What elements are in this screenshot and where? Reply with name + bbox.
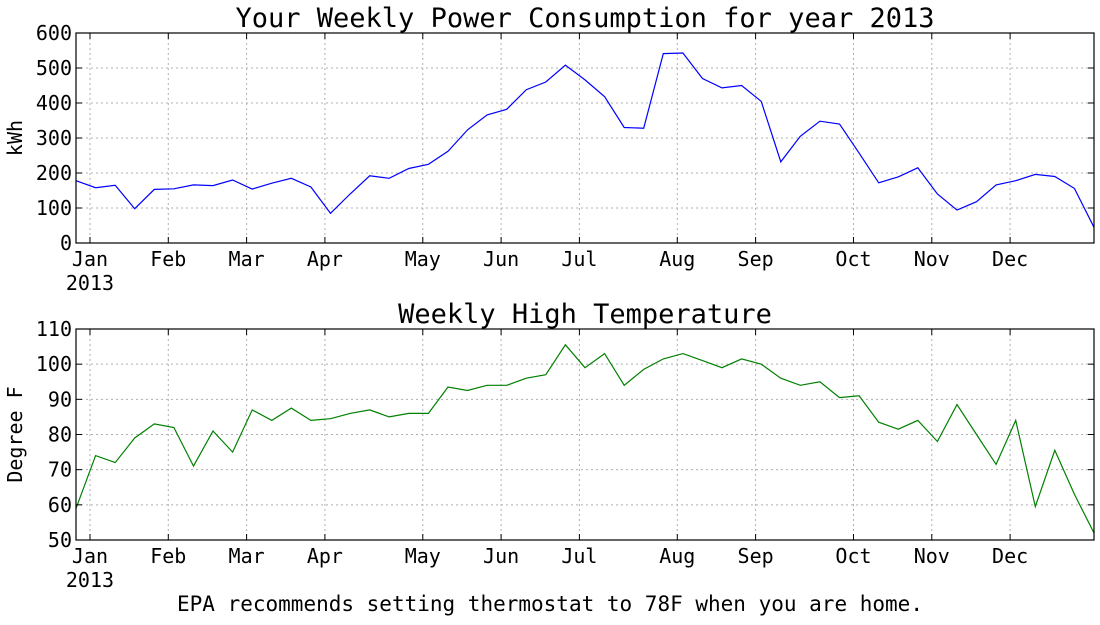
chart-title: Your Weekly Power Consumption for year 2… bbox=[236, 3, 935, 34]
x-tick-label: Feb bbox=[150, 544, 186, 568]
power-consumption-chart: 0 100 200 300 400 500 600 Jan Feb Mar Apr May Jun Jul… bbox=[3, 3, 1095, 295]
y-tick-label: 100 bbox=[36, 196, 72, 220]
x-tick-label: Jul bbox=[561, 247, 597, 271]
y-tick-label: 600 bbox=[36, 21, 72, 45]
x-tick-label: Jul bbox=[561, 544, 597, 568]
x-tick-label: Dec bbox=[992, 544, 1028, 568]
y-tick-label: 110 bbox=[36, 317, 72, 341]
y-tick-label: 60 bbox=[48, 493, 72, 517]
series-line bbox=[75, 52, 1095, 228]
x-tick-label: Aug bbox=[659, 544, 695, 568]
x-tick-label: Jun bbox=[483, 247, 519, 271]
x-tick-label: Mar bbox=[229, 247, 265, 271]
y-tick-label: 50 bbox=[48, 528, 72, 552]
x-tick-label: Apr bbox=[307, 247, 343, 271]
y-tick-label: 400 bbox=[36, 91, 72, 115]
y-tick-label: 90 bbox=[48, 387, 72, 411]
x-year-label: 2013 bbox=[66, 271, 114, 295]
y-axis-label: Degree F bbox=[3, 386, 27, 482]
x-tick-label: May bbox=[405, 247, 441, 271]
series-line bbox=[75, 343, 1095, 534]
chart-title: Weekly High Temperature bbox=[398, 299, 772, 330]
y-tick-label: 500 bbox=[36, 56, 72, 80]
x-tick-label: Nov bbox=[914, 544, 950, 568]
x-tick-label: Jan bbox=[72, 544, 108, 568]
x-tick-label: May bbox=[405, 544, 441, 568]
x-tick-label: Sep bbox=[738, 544, 774, 568]
x-tick-label: Jun bbox=[483, 544, 519, 568]
y-tick-label: 300 bbox=[36, 126, 72, 150]
x-year-label: 2013 bbox=[66, 568, 114, 592]
x-tick-label: Mar bbox=[229, 544, 265, 568]
x-tick-label: Oct bbox=[835, 247, 871, 271]
temperature-chart: 50 60 70 80 90 100 110 Jan Feb Mar Apr May Jun Jul Aug… bbox=[3, 299, 1095, 592]
y-axis-label: kWh bbox=[3, 120, 27, 156]
x-tick-label: Aug bbox=[659, 247, 695, 271]
x-tick-label: Feb bbox=[150, 247, 186, 271]
x-tick-label: Jan bbox=[72, 247, 108, 271]
y-tick-label: 70 bbox=[48, 458, 72, 482]
thermostat-note: EPA recommends setting thermostat to 78F… bbox=[177, 592, 923, 616]
y-tick-label: 200 bbox=[36, 161, 72, 185]
x-tick-label: Sep bbox=[738, 247, 774, 271]
x-tick-label: Nov bbox=[914, 247, 950, 271]
y-tick-label: 100 bbox=[36, 352, 72, 376]
x-tick-label: Oct bbox=[835, 544, 871, 568]
x-tick-label: Dec bbox=[992, 247, 1028, 271]
y-tick-label: 0 bbox=[60, 231, 72, 255]
x-tick-label: Apr bbox=[307, 544, 343, 568]
y-tick-label: 80 bbox=[48, 423, 72, 447]
